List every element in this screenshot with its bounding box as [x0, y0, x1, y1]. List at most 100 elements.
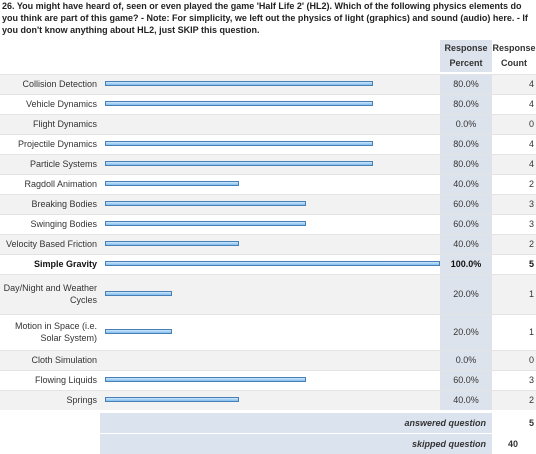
pc-bg	[440, 174, 492, 194]
pc-bg	[440, 350, 492, 370]
row-bg	[0, 274, 440, 314]
footer-count: 5	[528, 417, 534, 428]
percent: 80.0%	[453, 79, 479, 89]
question: 26. You might have heard of, seen or eve…	[2, 1, 528, 35]
count: 4	[528, 79, 534, 89]
bar	[105, 261, 440, 266]
pc-bg	[440, 314, 492, 350]
bar	[105, 181, 239, 186]
percent: 20.0%	[453, 289, 479, 299]
count: 2	[528, 239, 534, 249]
row-label: Particle Systems	[29, 159, 97, 169]
ct-bg	[492, 94, 536, 114]
ct-bg	[492, 274, 536, 314]
bar	[105, 81, 373, 86]
count: 0	[528, 119, 534, 129]
pc-bg	[440, 154, 492, 174]
percent-header: Response Percent	[440, 40, 492, 72]
row-label: Flight Dynamics	[32, 119, 97, 129]
row-label: Vehicle Dynamics	[25, 99, 97, 109]
count: 5	[528, 259, 534, 269]
count: 4	[528, 99, 534, 109]
ct-bg	[492, 174, 536, 194]
ct-bg	[492, 370, 536, 390]
percent: 0.0%	[455, 119, 477, 129]
ct-bg	[492, 390, 536, 410]
bar	[105, 377, 306, 382]
row-label: Projectile Dynamics	[17, 139, 97, 149]
count: 0	[528, 355, 534, 365]
bar	[105, 101, 373, 106]
row-label: Collision Detection	[22, 79, 97, 89]
ct-bg	[492, 214, 536, 234]
bar	[105, 329, 172, 334]
pc-bg	[440, 74, 492, 94]
footer-label: skipped question	[411, 438, 486, 449]
ct-bg	[492, 350, 536, 370]
bar	[105, 161, 373, 166]
footer-count: 40	[507, 438, 518, 449]
ct-bg	[492, 114, 536, 134]
ct-bg	[492, 134, 536, 154]
percent: 40.0%	[453, 239, 479, 249]
row-label: Day/Night and Weather Cycles	[3, 283, 97, 305]
count: 2	[528, 179, 534, 189]
bar	[105, 201, 306, 206]
row-label: Motion in Space (i.e. Solar System)	[14, 321, 97, 343]
count: 4	[528, 159, 534, 169]
percent: 0.0%	[455, 355, 477, 365]
pc-bg	[440, 114, 492, 134]
row-label: Simple Gravity	[33, 259, 97, 269]
count: 1	[528, 327, 534, 337]
ct-bg	[492, 194, 536, 214]
pc-bg	[440, 234, 492, 254]
percent: 20.0%	[453, 327, 479, 337]
pc-bg	[440, 214, 492, 234]
bar	[105, 397, 239, 402]
count: 3	[528, 375, 534, 385]
percent: 80.0%	[453, 99, 479, 109]
bar	[105, 221, 306, 226]
row-label: Flowing Liquids	[34, 375, 97, 385]
pc-bg	[440, 194, 492, 214]
footer-bg	[100, 412, 492, 433]
percent: 60.0%	[453, 375, 479, 385]
pc-bg	[440, 370, 492, 390]
count-header: Response Count	[492, 43, 536, 68]
row-label: Springs	[66, 395, 97, 405]
count: 3	[528, 219, 534, 229]
percent: 40.0%	[453, 179, 479, 189]
row-label: Swinging Bodies	[30, 219, 97, 229]
row-label: Velocity Based Friction	[5, 239, 97, 249]
ct-bg	[492, 234, 536, 254]
percent: 80.0%	[453, 159, 479, 169]
row-label: Breaking Bodies	[31, 199, 97, 209]
pc-bg	[440, 274, 492, 314]
pc-bg	[440, 390, 492, 410]
row-bg	[0, 114, 440, 134]
pc-bg	[440, 254, 492, 274]
row-label: Ragdoll Animation	[24, 179, 97, 189]
percent: 80.0%	[453, 139, 479, 149]
ct-bg	[492, 314, 536, 350]
bar	[105, 241, 239, 246]
ct-bg	[492, 74, 536, 94]
row-bg	[0, 350, 440, 370]
percent: 40.0%	[453, 395, 479, 405]
percent: 100.0%	[450, 259, 482, 269]
percent: 60.0%	[453, 219, 479, 229]
count: 1	[528, 289, 534, 299]
row-bg	[0, 314, 440, 350]
bar	[105, 291, 172, 296]
count: 2	[528, 395, 534, 405]
ct-bg	[492, 154, 536, 174]
ct-bg	[492, 254, 536, 274]
row-label: Cloth Simulation	[31, 355, 97, 365]
pc-bg	[440, 134, 492, 154]
pc-bg	[440, 94, 492, 114]
count: 4	[528, 139, 534, 149]
footer-label: answered question	[404, 417, 486, 428]
bar	[105, 141, 373, 146]
count: 3	[528, 199, 534, 209]
